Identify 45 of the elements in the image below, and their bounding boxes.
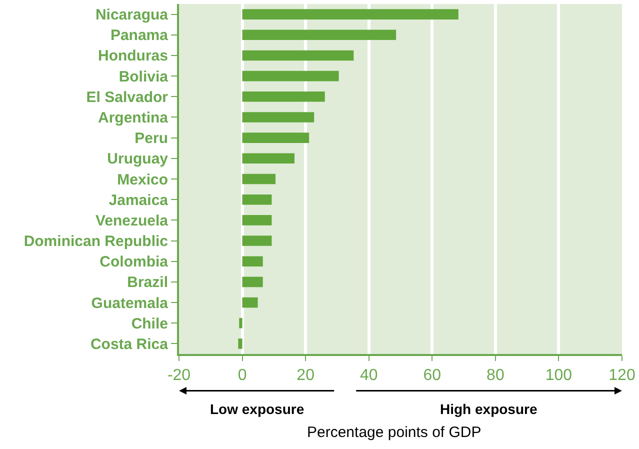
- y-tick-label: Honduras: [98, 48, 168, 65]
- bar: [242, 174, 276, 184]
- bar: [242, 9, 458, 20]
- y-tick-label: Guatemala: [91, 294, 169, 312]
- x-tick-label: 60: [423, 367, 442, 384]
- bar: [242, 30, 396, 40]
- y-tick-label: Uruguay: [107, 150, 169, 168]
- x-tick-label: 20: [296, 367, 315, 384]
- bar: [242, 256, 263, 266]
- x-tick-label: 80: [486, 367, 504, 384]
- text: High exposure: [440, 401, 538, 417]
- y-tick-label: Peru: [134, 130, 168, 148]
- y-tick-label: Brazil: [127, 274, 168, 292]
- bar: [242, 153, 294, 164]
- bar: [242, 132, 310, 143]
- y-tick-label: Bolivia: [118, 68, 169, 86]
- bar: [242, 70, 339, 82]
- y-tick-label: Nicaragua: [95, 6, 169, 24]
- bar: [242, 215, 272, 226]
- bar: [239, 318, 242, 328]
- y-tick-label: Chile: [131, 315, 168, 332]
- y-tick-label: Jamaica: [108, 192, 169, 209]
- bar: [242, 92, 325, 102]
- y-tick-label: El Salvador: [86, 88, 168, 106]
- x-tick-label: 120: [608, 367, 636, 384]
- x-tick-label: 40: [360, 367, 378, 384]
- bar: [242, 236, 272, 246]
- y-tick-label: Dominican Republic: [24, 233, 168, 250]
- bar: [242, 276, 263, 288]
- bar: [242, 50, 354, 61]
- bar: [242, 297, 258, 308]
- x-tick-label: 100: [545, 367, 572, 384]
- bar: [242, 112, 314, 122]
- y-tick-label: Mexico: [117, 171, 168, 188]
- y-tick-label: Panama: [110, 27, 169, 44]
- y-tick-label: Argentina: [98, 109, 169, 126]
- x-axis-title: Percentage points of GDP: [307, 424, 482, 441]
- y-tick-label: Costa Rica: [90, 336, 169, 353]
- x-tick-label: 0: [238, 367, 247, 384]
- x-tick-label: -20: [167, 367, 191, 384]
- text: Low exposure: [210, 401, 304, 417]
- bar: [238, 338, 242, 349]
- y-tick-label: Venezuela: [95, 212, 169, 230]
- y-tick-label: Colombia: [100, 254, 169, 271]
- bar: [242, 194, 272, 205]
